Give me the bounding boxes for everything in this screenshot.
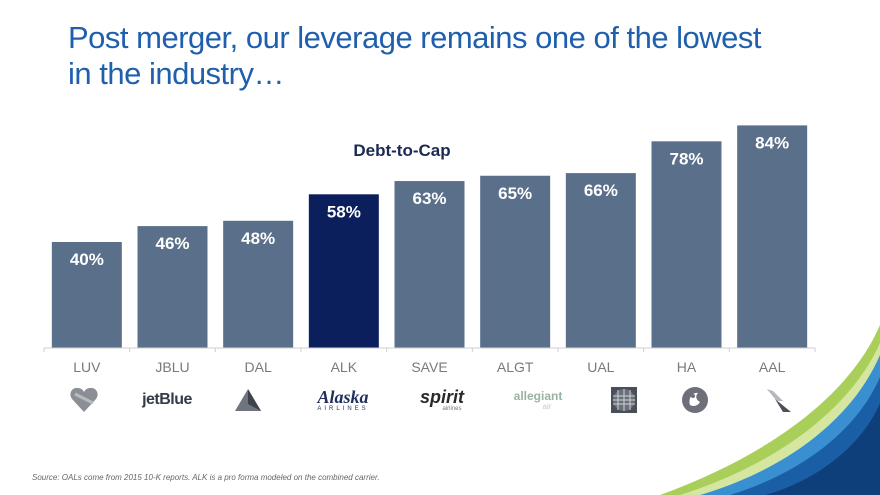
value-label-ha: 78% [669, 149, 703, 168]
title-line-1: Post merger, our leverage remains one of… [68, 20, 762, 55]
globe-icon [611, 387, 637, 413]
category-label-ha: HA [677, 359, 697, 375]
page-title: Post merger, our leverage remains one of… [68, 20, 828, 92]
decorative-swoosh [660, 325, 880, 495]
bars-group: 40% 46% 48% 58% 63% 65% 66% 78% 84% [51, 125, 808, 349]
category-label-jblu: JBLU [155, 359, 189, 375]
category-label-luv: LUV [73, 359, 101, 375]
logo-ha [655, 382, 735, 418]
jetblue-wordmark: jetBlue [142, 391, 192, 408]
chart-title: Debt-to-Cap [353, 141, 450, 160]
value-label-dal: 48% [241, 229, 275, 248]
source-note: Source: OALs come from 2015 10-K reports… [32, 473, 380, 482]
bar-aal [737, 125, 808, 349]
category-label-save: SAVE [411, 359, 447, 375]
bar-ual [565, 173, 636, 348]
logo-aal [738, 382, 818, 418]
logo-ual [584, 382, 664, 418]
title-line-2: in the industry… [68, 56, 285, 91]
value-label-save: 63% [412, 189, 446, 208]
logo-algt: allegiant air [498, 382, 578, 418]
alaska-subtext: AIRLINES [317, 406, 369, 412]
value-label-jblu: 46% [155, 234, 189, 253]
value-label-alk: 58% [327, 202, 361, 221]
spirit-subtext: airlines [442, 406, 462, 412]
logo-alk: Alaska AIRLINES [303, 382, 383, 418]
bar-luv [51, 242, 122, 348]
bar-save [394, 181, 465, 348]
value-label-algt: 65% [498, 184, 532, 203]
pualani-icon [682, 387, 708, 413]
x-axis-ticks [43, 348, 816, 352]
category-label-dal: DAL [245, 359, 272, 375]
heart-icon [70, 387, 98, 412]
logo-luv [44, 382, 124, 418]
alaska-wordmark: Alaska [317, 387, 369, 407]
allegiant-wordmark: allegiant [513, 388, 563, 403]
category-label-aal: AAL [759, 359, 786, 375]
bar-jblu [137, 226, 208, 348]
eagle-icon [767, 389, 791, 412]
category-label-ual: UAL [587, 359, 614, 375]
bar-dal [223, 220, 294, 348]
category-label-algt: ALGT [497, 359, 534, 375]
value-label-luv: 40% [70, 250, 104, 269]
bar-algt [480, 175, 551, 348]
spirit-wordmark: spirit [419, 387, 464, 407]
allegiant-subtext: air [542, 401, 552, 411]
value-label-aal: 84% [755, 133, 789, 152]
bar-alk [308, 194, 379, 348]
bar-chart: Debt-to-Cap 40%46% 48%58%63% 65% 66%78%84% … [43, 125, 816, 375]
logo-dal [208, 382, 288, 418]
bar-ha [651, 141, 722, 348]
logo-save: spirit airlines [402, 382, 482, 418]
category-label-alk: ALK [331, 359, 358, 375]
logo-jblu: jetBlue [127, 382, 207, 418]
value-label-ual: 66% [584, 181, 618, 200]
airline-logos: jetBlue Alaska AIRLINES spirit airlines … [0, 382, 880, 422]
delta-triangle-icon [235, 389, 261, 411]
category-labels: LUV JBLU DAL ALK SAVE ALGT UAL HA AAL [73, 359, 785, 375]
